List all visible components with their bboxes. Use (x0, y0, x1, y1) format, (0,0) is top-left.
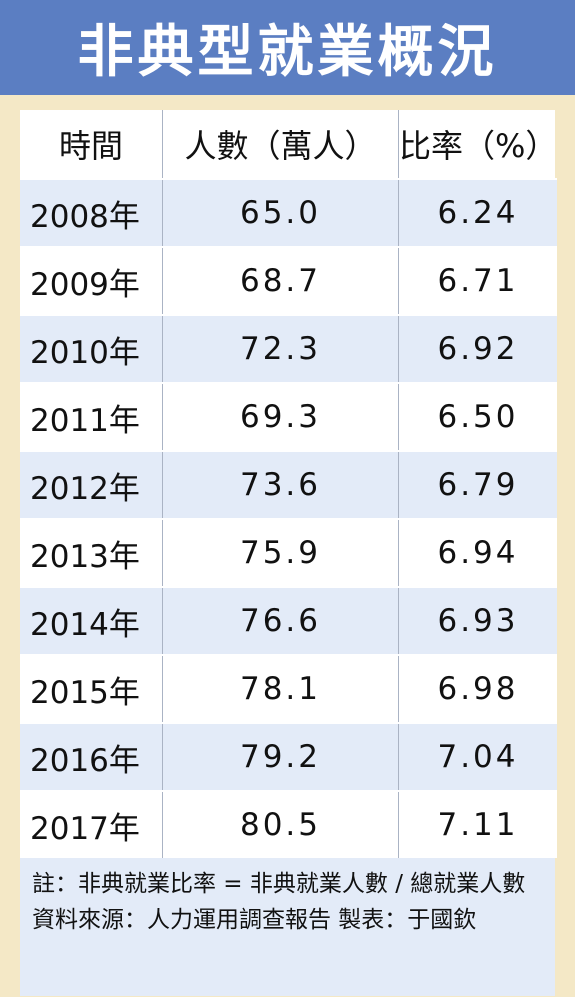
value-cell: 7.11 (398, 790, 557, 858)
value-cell: 72.3 (162, 314, 399, 383)
value-cell: 65.0 (162, 178, 399, 247)
table-row: 2011年 69.3 6.50 (20, 382, 557, 451)
value-cell: 6.50 (398, 382, 557, 451)
value-cell: 6.94 (398, 518, 557, 587)
value-cell: 6.79 (398, 450, 557, 519)
table-body: 2008年 65.0 6.24 2009年 68.7 6.71 2010年 72.3 6.92 2… (20, 178, 557, 858)
table-row: 2016年 79.2 7.04 (20, 722, 557, 791)
year-cell: 2008年 (20, 178, 163, 247)
title-bar: 非典型就業概況 (0, 0, 575, 95)
table-row: 2012年 73.6 6.79 (20, 450, 557, 519)
value-cell: 7.04 (398, 722, 557, 791)
year-cell: 2014年 (20, 586, 163, 655)
value-cell: 68.7 (162, 246, 399, 315)
table-row: 2017年 80.5 7.11 (20, 790, 557, 858)
value-cell: 69.3 (162, 382, 399, 451)
value-cell: 78.1 (162, 654, 399, 723)
header-row: 時間 人數（萬人） 比率（%） (20, 110, 557, 179)
title: 非典型就業概況 (77, 20, 498, 85)
year-cell: 2013年 (20, 518, 163, 587)
year-cell: 2011年 (20, 382, 163, 451)
value-cell: 75.9 (162, 518, 399, 587)
year-cell: 2015年 (20, 654, 163, 723)
note-line: 註：非典就業比率 = 非典就業人數 / 總就業人數 (32, 871, 526, 897)
table-row: 2013年 75.9 6.94 (20, 518, 557, 587)
year-cell: 2012年 (20, 450, 163, 519)
year-cell: 2017年 (20, 790, 163, 858)
year-cell: 2010年 (20, 314, 163, 383)
notes: 註：非典就業比率 = 非典就業人數 / 總就業人數 資料來源：人力運用調查報告 製… (20, 858, 555, 996)
value-cell: 6.92 (398, 314, 557, 383)
value-cell: 76.6 (162, 586, 399, 655)
table-row: 2010年 72.3 6.92 (20, 314, 557, 383)
table-row: 2008年 65.0 6.24 (20, 178, 557, 247)
header-cell: 比率（%） (399, 127, 558, 165)
table-row: 2009年 68.7 6.71 (20, 246, 557, 315)
note-line: 資料來源：人力運用調查報告 製表：于國欽 (32, 907, 477, 933)
value-cell: 6.93 (398, 586, 557, 655)
table-row: 2015年 78.1 6.98 (20, 654, 557, 723)
value-cell: 6.71 (398, 246, 557, 315)
header-cell: 人數（萬人） (162, 110, 399, 179)
year-cell: 2016年 (20, 722, 163, 791)
value-cell: 79.2 (162, 722, 399, 791)
header-cell: 時間 (20, 110, 163, 179)
table-row: 2014年 76.6 6.93 (20, 586, 557, 655)
value-cell: 6.24 (398, 178, 557, 247)
value-cell: 6.98 (398, 654, 557, 723)
year-cell: 2009年 (20, 246, 163, 315)
value-cell: 73.6 (162, 450, 399, 519)
data-table: 時間 人數（萬人） 比率（%） 2008年 65.0 6.24 2009年 68.7 6.71… (20, 110, 557, 858)
panel: 時間 人數（萬人） 比率（%） 2008年 65.0 6.24 2009年 68.7 6.71… (20, 110, 557, 996)
value-cell: 80.5 (162, 790, 399, 858)
